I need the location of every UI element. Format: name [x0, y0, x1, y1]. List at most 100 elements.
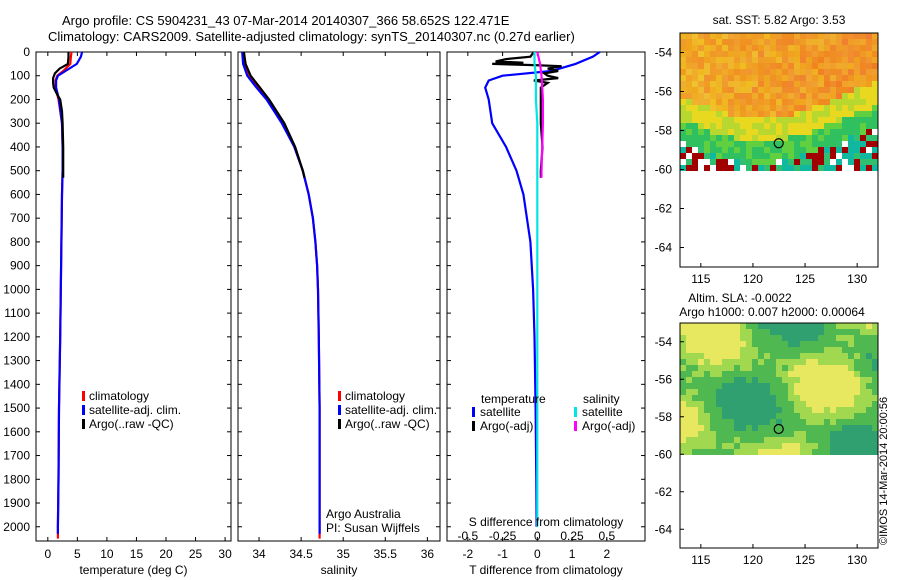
heatmap-cell — [830, 377, 836, 383]
figure-title-line1: Argo profile: CS 5904231_43 07-Mar-2014 … — [62, 13, 510, 28]
heatmap-cell — [872, 389, 878, 395]
heatmap-cell — [716, 81, 722, 87]
depth-tick-label: 1900 — [3, 496, 30, 510]
heatmap-cell — [806, 437, 812, 443]
heatmap-cell — [800, 117, 806, 123]
heatmap-cell — [872, 141, 878, 147]
heatmap-cell — [764, 419, 770, 425]
heatmap-cell — [758, 123, 764, 129]
heatmap-cell — [866, 395, 872, 401]
heatmap-cell — [704, 51, 710, 57]
heatmap-cell — [812, 431, 818, 437]
heatmap-cell — [728, 111, 734, 117]
heatmap-cell — [758, 323, 764, 329]
heatmap-cell — [692, 51, 698, 57]
heatmap-cell — [722, 33, 728, 39]
heatmap-cell — [860, 33, 866, 39]
heatmap-cell — [848, 87, 854, 93]
heatmap-cell — [734, 153, 740, 159]
depth-tick-label: 1800 — [3, 472, 30, 486]
heatmap-cell — [830, 69, 836, 75]
heatmap-cell — [758, 45, 764, 51]
depth-tick-label: 1700 — [3, 449, 30, 463]
heatmap-cell — [794, 401, 800, 407]
heatmap-cell — [836, 111, 842, 117]
heatmap-cell — [710, 329, 716, 335]
heatmap-cell — [770, 431, 776, 437]
heatmap-cell — [710, 111, 716, 117]
heatmap-cell — [776, 389, 782, 395]
heatmap-cell — [842, 165, 848, 171]
heatmap-cell — [716, 395, 722, 401]
depth-tick-label: 900 — [10, 259, 30, 273]
heatmap-cell — [758, 129, 764, 135]
heatmap-cell — [770, 437, 776, 443]
heatmap-cell — [842, 359, 848, 365]
heatmap-cell — [704, 329, 710, 335]
heatmap-cell — [698, 419, 704, 425]
heatmap-cell — [818, 395, 824, 401]
heatmap-cell — [800, 347, 806, 353]
heatmap-cell — [728, 341, 734, 347]
heatmap-cell — [794, 63, 800, 69]
heatmap-cell — [770, 383, 776, 389]
heatmap-cell — [842, 443, 848, 449]
heatmap-cell — [860, 335, 866, 341]
heatmap-cell — [782, 341, 788, 347]
heatmap-cell — [716, 419, 722, 425]
heatmap-cell — [824, 407, 830, 413]
heatmap-cell — [770, 407, 776, 413]
heatmap-cell — [836, 389, 842, 395]
heatmap-cell — [686, 51, 692, 57]
x-tick-label: 115 — [691, 272, 710, 286]
heatmap-cell — [686, 413, 692, 419]
heatmap-cell — [680, 377, 686, 383]
heatmap-cell — [860, 431, 866, 437]
heatmap-cell — [686, 347, 692, 353]
x-tick-label: 36 — [421, 547, 435, 561]
heatmap-cell — [722, 413, 728, 419]
heatmap-cell — [776, 323, 782, 329]
heatmap-cell — [866, 147, 872, 153]
heatmap-cell — [824, 401, 830, 407]
depth-tick-label: 100 — [10, 69, 30, 83]
heatmap-cell — [818, 341, 824, 347]
heatmap-cell — [794, 147, 800, 153]
heatmap-cell — [800, 323, 806, 329]
heatmap-cell — [776, 87, 782, 93]
heatmap-cell — [710, 407, 716, 413]
heatmap-cell — [788, 425, 794, 431]
heatmap-cell — [872, 99, 878, 105]
heatmap-cell — [812, 449, 818, 455]
heatmap-cell — [848, 377, 854, 383]
heatmap-cell — [764, 165, 770, 171]
heatmap-cell — [740, 329, 746, 335]
heatmap-cell — [854, 437, 860, 443]
heatmap-cell — [734, 335, 740, 341]
heatmap-cell — [818, 33, 824, 39]
heatmap-cell — [776, 45, 782, 51]
heatmap-cell — [692, 33, 698, 39]
map-title: sat. SST: 5.82 Argo: 3.53 — [713, 13, 846, 27]
heatmap-cell — [716, 147, 722, 153]
heatmap-cell — [854, 99, 860, 105]
heatmap-cell — [686, 377, 692, 383]
heatmap-cell — [698, 413, 704, 419]
heatmap-cell — [704, 57, 710, 63]
heatmap-cell — [788, 371, 794, 377]
heatmap-cell — [824, 123, 830, 129]
heatmap-cell — [692, 389, 698, 395]
heatmap-cell — [770, 419, 776, 425]
heatmap-cell — [728, 147, 734, 153]
heatmap-cell — [872, 75, 878, 81]
x-tick-label: 25 — [189, 547, 203, 561]
heatmap-cell — [842, 335, 848, 341]
heatmap-cell — [704, 81, 710, 87]
heatmap-cell — [734, 407, 740, 413]
heatmap-cell — [686, 389, 692, 395]
heatmap-cell — [746, 39, 752, 45]
heatmap-cell — [872, 111, 878, 117]
heatmap-cell — [818, 383, 824, 389]
heatmap-cell — [848, 69, 854, 75]
